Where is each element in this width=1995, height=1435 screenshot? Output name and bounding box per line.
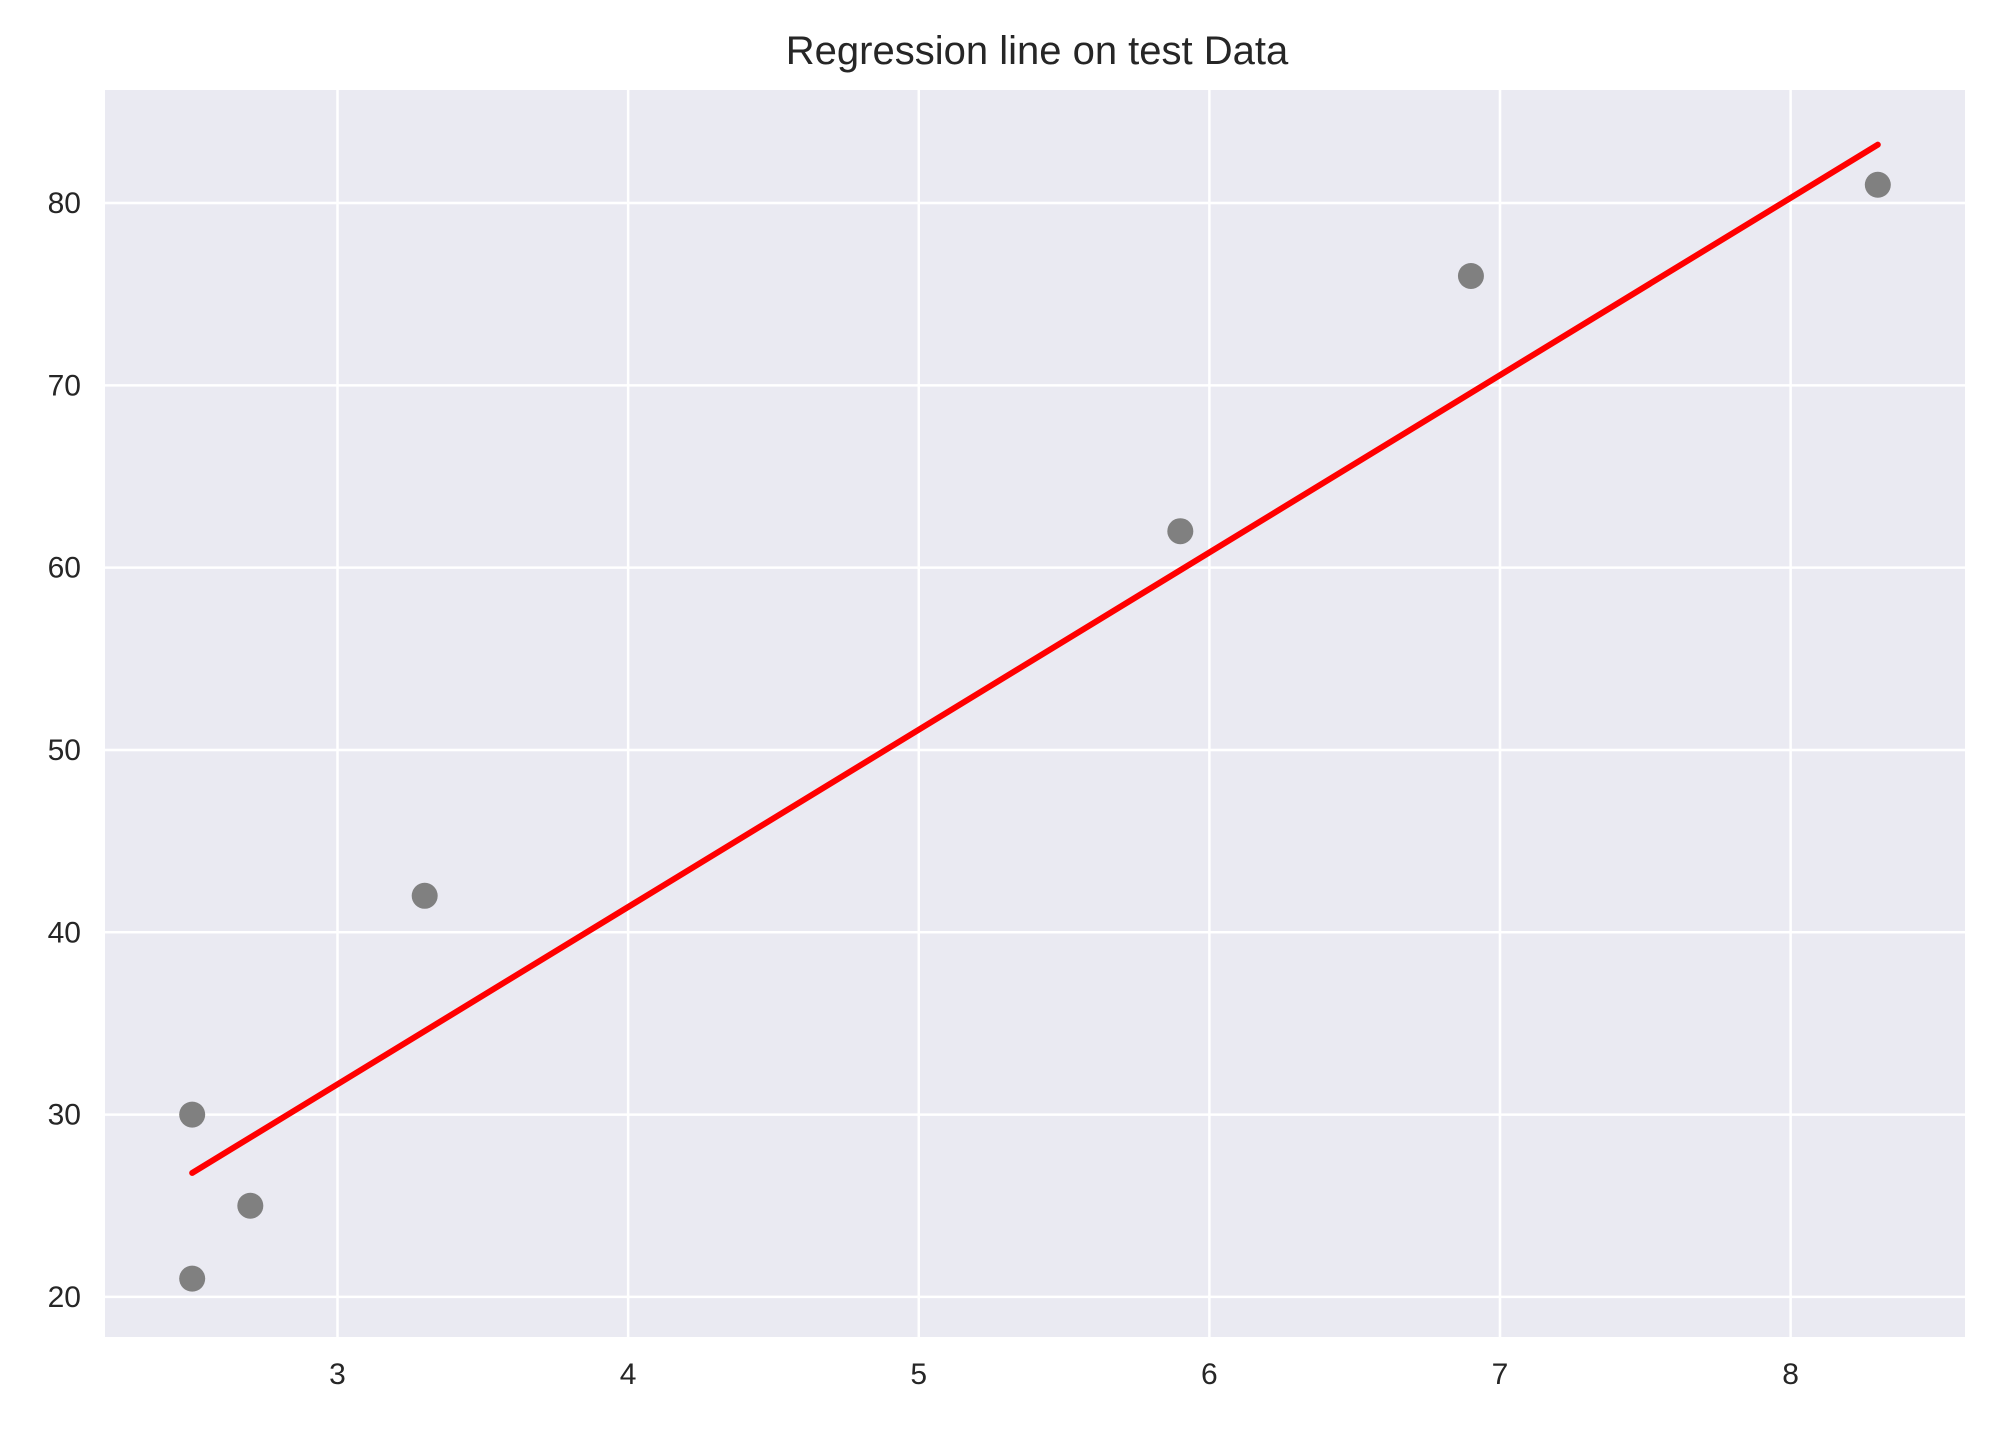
y-tick-label: 30: [48, 1099, 81, 1132]
scatter-point: [179, 1265, 206, 1292]
y-tick-label: 20: [48, 1281, 81, 1314]
y-axis-tick-labels: 20 30 40 50 60 70 80: [48, 187, 81, 1314]
x-axis-tick-labels: 3 4 5 6 7 8: [329, 1358, 1799, 1391]
y-tick-label: 80: [48, 187, 81, 220]
x-gridlines: [336, 90, 1792, 1337]
x-tick-label: 3: [329, 1358, 346, 1391]
plot-area: [105, 90, 1965, 1337]
scatter-point: [1864, 171, 1891, 198]
scatter-point: [411, 882, 438, 909]
x-tick-label: 5: [910, 1358, 927, 1391]
scatter-series: [179, 171, 1891, 1292]
scatter-point: [179, 1101, 206, 1128]
x-tick-label: 4: [620, 1358, 637, 1391]
y-gridlines: [105, 201, 1965, 1299]
y-tick-label: 50: [48, 734, 81, 767]
x-tick-label: 7: [1492, 1358, 1509, 1391]
x-tick-label: 6: [1201, 1358, 1218, 1391]
scatter-point: [1167, 518, 1194, 545]
x-tick-label: 8: [1782, 1358, 1799, 1391]
scatter-point: [237, 1192, 264, 1219]
y-tick-label: 60: [48, 552, 81, 585]
chart-title: Regression line on test Data: [786, 29, 1289, 73]
scatter-point: [1457, 262, 1484, 289]
regression-line-series: [189, 141, 1881, 1176]
y-tick-label: 40: [48, 916, 81, 949]
y-tick-label: 70: [48, 369, 81, 402]
regression-line: [189, 141, 1881, 1176]
